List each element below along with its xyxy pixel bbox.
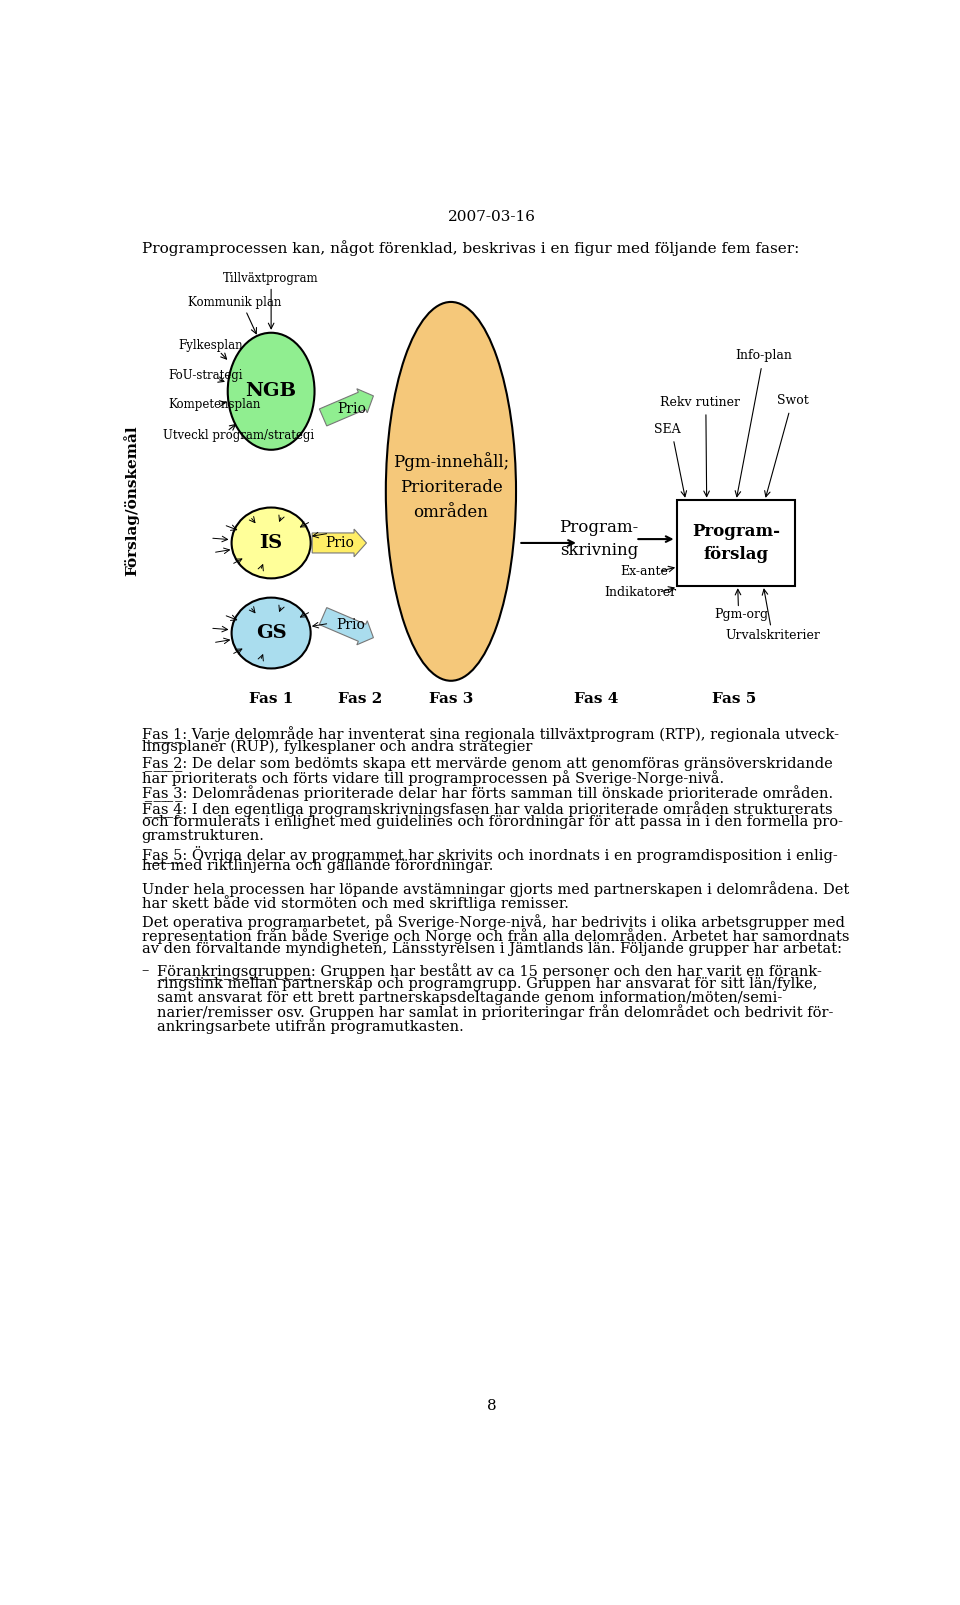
Text: F̲a̲s̲ ̲1̲: Varje delområde har inventerat sina regionala tillväxtprogram (RTP),: F̲a̲s̲ ̲1̲: Varje delområde har inventer… (142, 725, 839, 743)
Text: GS: GS (255, 624, 286, 642)
Text: Rekv rutiner: Rekv rutiner (660, 395, 740, 409)
Text: representation från både Sverige och Norge och från alla delområden. Arbetet har: representation från både Sverige och Nor… (142, 928, 850, 944)
Text: Fas 5: Fas 5 (711, 692, 756, 706)
Text: Utveckl program/strategi: Utveckl program/strategi (162, 429, 314, 441)
Text: 2007-03-16: 2007-03-16 (448, 210, 536, 223)
Text: Fas 1: Fas 1 (249, 692, 294, 706)
Text: Indikatorer: Indikatorer (605, 586, 677, 600)
Text: lingsplaner (RUP), fylkesplaner och andra strategier: lingsplaner (RUP), fylkesplaner och andr… (142, 740, 532, 754)
Text: het med riktlinjerna och gällande förordningar.: het med riktlinjerna och gällande förord… (142, 859, 493, 873)
Text: har prioriterats och förts vidare till programprocessen på Sverige-Norge-nivå.: har prioriterats och förts vidare till p… (142, 770, 724, 785)
Text: Info-plan: Info-plan (734, 350, 792, 363)
Text: Program-
skrivning: Program- skrivning (560, 520, 638, 559)
Text: har skett både vid stormöten och med skriftliga remisser.: har skett både vid stormöten och med skr… (142, 894, 568, 910)
Text: Pgm-org: Pgm-org (714, 608, 769, 621)
Text: Prio: Prio (337, 618, 366, 632)
Text: Ex-ante: Ex-ante (620, 565, 668, 578)
Text: 8: 8 (487, 1400, 497, 1412)
Text: och formulerats i enlighet med guidelines och förordningar för att passa in i de: och formulerats i enlighet med guideline… (142, 815, 843, 830)
Text: Program-
förslag: Program- förslag (692, 523, 780, 563)
Text: NGB: NGB (246, 382, 297, 400)
FancyBboxPatch shape (677, 499, 795, 586)
Ellipse shape (231, 507, 311, 578)
Text: gramstrukturen.: gramstrukturen. (142, 830, 265, 843)
Text: F̲a̲s̲ ̲5̲: Övriga delar av programmet har skrivits och inordnats i en programdi: F̲a̲s̲ ̲5̲: Övriga delar av programmet h… (142, 846, 837, 863)
Text: FoU-strategi: FoU-strategi (168, 369, 243, 382)
Text: Fas 2: Fas 2 (338, 692, 382, 706)
Text: Det operativa programarbetet, på Sverige-Norge-nivå, har bedrivits i olika arbet: Det operativa programarbetet, på Sverige… (142, 915, 845, 931)
FancyArrow shape (312, 530, 367, 557)
Text: –: – (142, 963, 149, 977)
Text: Kommunik plan: Kommunik plan (188, 297, 281, 310)
FancyArrow shape (320, 388, 373, 425)
Text: Fylkesplan: Fylkesplan (179, 339, 243, 351)
Text: Urvalskriterier: Urvalskriterier (725, 629, 820, 642)
Text: Kompetensplan: Kompetensplan (168, 398, 260, 411)
Text: samt ansvarat för ett brett partnerskapsdeltagande genom information/möten/semi-: samt ansvarat för ett brett partnerskaps… (157, 990, 782, 1005)
FancyArrow shape (320, 608, 373, 645)
Text: Prio: Prio (325, 536, 354, 551)
Text: av den förvaltande myndigheten, Länsstyrelsen i Jämtlands län. Följande grupper : av den förvaltande myndigheten, Länsstyr… (142, 942, 842, 957)
Ellipse shape (386, 302, 516, 681)
Text: Under hela processen har löpande avstämningar gjorts med partnerskapen i delområ: Under hela processen har löpande avstämn… (142, 881, 849, 897)
Text: IS: IS (259, 534, 282, 552)
Text: Pgm-innehåll;
Prioriterade
områden: Pgm-innehåll; Prioriterade områden (393, 453, 509, 522)
Text: Fas 4: Fas 4 (574, 692, 619, 706)
Text: ankringsarbete utifrån programutkasten.: ankringsarbete utifrån programutkasten. (157, 1018, 464, 1034)
Text: F̲a̲s̲ ̲2̲: De delar som bedömts skapa ett mervärde genom att genomföras gränsöv: F̲a̲s̲ ̲2̲: De delar som bedömts skapa e… (142, 756, 832, 770)
Text: SEA: SEA (654, 424, 681, 437)
Text: ringslink mellan partnerskap och programgrupp. Gruppen har ansvarat för sitt län: ringslink mellan partnerskap och program… (157, 977, 818, 990)
Text: F̲a̲s̲ ̲4̲: I den egentliga programskrivningsfasen har valda prioriterade område: F̲a̲s̲ ̲4̲: I den egentliga programskriv… (142, 801, 832, 819)
Text: Förslag/önskemål: Förslag/önskemål (123, 425, 139, 576)
Text: narier/remisser osv. Gruppen har samlat in prioriteringar från delområdet och be: narier/remisser osv. Gruppen har samlat … (157, 1005, 833, 1021)
Text: Fas 3: Fas 3 (429, 692, 473, 706)
Ellipse shape (228, 332, 315, 449)
Text: F̲a̲s̲ ̲3̲: Delområdenas prioriterade delar har förts samman till önskade priori: F̲a̲s̲ ̲3̲: Delområdenas prioriterade de… (142, 786, 833, 802)
Ellipse shape (231, 597, 311, 668)
Text: F̲ö̲r̲a̲n̲k̲r̲i̲n̲g̲s̲g̲r̲u̲p̲p̲e̲n̲: Gruppen har bestått av ca 15 personer och : F̲ö̲r̲a̲n̲k̲r̲i̲n̲g̲s̲g̲r̲u̲p̲p̲e̲n̲: Gr… (157, 963, 822, 981)
Text: Tillväxtprogram: Tillväxtprogram (224, 273, 319, 286)
Text: Swot: Swot (777, 393, 808, 408)
Text: Programprocessen kan, något förenklad, beskrivas i en figur med följande fem fas: Programprocessen kan, något förenklad, b… (142, 241, 799, 257)
Text: Prio: Prio (337, 401, 366, 416)
